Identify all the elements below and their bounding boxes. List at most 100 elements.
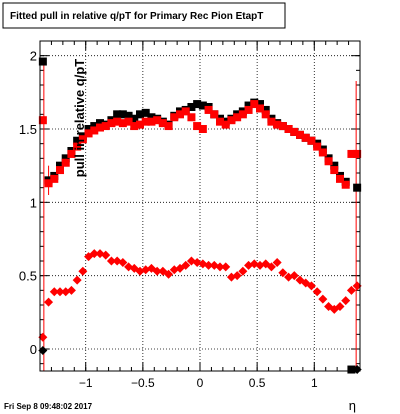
diamond-marker: [306, 281, 316, 291]
x-axis-label: η: [349, 398, 356, 413]
plot-frame: [39, 40, 361, 372]
diamond-marker: [272, 257, 282, 267]
square-marker: [193, 122, 202, 131]
square-marker: [141, 108, 150, 117]
square-marker: [38, 57, 47, 66]
square-marker: [261, 110, 270, 119]
square-marker: [96, 123, 104, 132]
square-marker: [73, 136, 82, 145]
square-marker: [158, 119, 167, 128]
square-marker: [96, 119, 104, 128]
diamond-marker: [164, 269, 174, 279]
diamond-marker: [266, 262, 276, 272]
square-marker: [113, 117, 122, 126]
square-marker: [50, 174, 59, 183]
diamond-marker: [312, 287, 322, 297]
diamond-marker: [89, 249, 99, 259]
square-marker: [84, 125, 93, 133]
square-marker: [78, 135, 87, 144]
y-tick-label: 2: [30, 49, 37, 64]
square-marker: [284, 125, 293, 133]
square-marker: [113, 110, 122, 119]
square-marker: [170, 113, 179, 122]
diamond-marker: [238, 266, 248, 276]
diamond-marker: [352, 365, 362, 375]
square-marker: [198, 125, 207, 133]
square-marker: [353, 149, 362, 158]
square-marker: [204, 105, 213, 114]
square-marker: [273, 120, 282, 129]
square-marker: [153, 116, 162, 125]
diamond-marker: [232, 271, 242, 281]
square-marker: [84, 129, 93, 138]
square-marker: [318, 148, 327, 157]
chart-title-box: [2, 2, 286, 29]
square-marker: [187, 113, 196, 122]
y-tick-label: 1.5: [19, 122, 37, 137]
square-marker: [124, 117, 133, 126]
diamond-marker: [278, 268, 288, 278]
square-marker: [90, 122, 99, 131]
square-marker: [73, 142, 82, 151]
square-marker: [227, 116, 236, 125]
x-tick-label: 0: [197, 376, 204, 390]
diamond-marker: [66, 285, 76, 295]
diamond-marker: [152, 266, 162, 276]
diamond-marker: [221, 262, 231, 272]
y-tick-label: 0.5: [19, 269, 37, 284]
square-marker: [290, 127, 299, 136]
square-marker: [187, 103, 196, 111]
square-marker: [347, 149, 356, 158]
square-marker: [118, 110, 127, 119]
square-marker: [44, 179, 53, 188]
square-marker: [330, 161, 339, 170]
square-marker: [347, 365, 356, 374]
square-marker: [164, 122, 173, 131]
diamond-marker: [215, 262, 225, 272]
diamond-marker: [289, 271, 299, 281]
square-marker: [336, 174, 344, 183]
y-axis-label: pull in relative q/pT: [72, 59, 87, 178]
square-marker: [147, 117, 156, 126]
square-marker: [56, 166, 64, 175]
square-marker: [216, 117, 224, 126]
chart-title: Fitted pull in relative q/pT for Primary…: [10, 11, 263, 22]
square-marker: [141, 117, 150, 126]
square-marker: [341, 180, 350, 189]
square-marker: [118, 119, 127, 128]
square-marker: [210, 110, 219, 119]
square-marker: [61, 154, 70, 163]
square-marker: [136, 110, 144, 119]
diamond-marker: [38, 345, 48, 355]
square-marker: [313, 142, 322, 151]
diamond-marker: [352, 281, 362, 291]
x-tick-label: 0.5: [249, 376, 266, 390]
square-marker: [256, 104, 264, 113]
square-marker: [278, 122, 287, 131]
square-marker: [61, 158, 70, 167]
square-marker: [296, 130, 304, 139]
diamond-marker: [38, 332, 48, 342]
y-tick-label: 0: [30, 342, 37, 357]
square-marker: [147, 113, 156, 122]
square-marker: [193, 100, 202, 109]
square-marker: [67, 149, 76, 158]
diamond-marker: [101, 250, 111, 260]
square-marker: [181, 107, 190, 116]
square-marker: [130, 114, 139, 123]
diamond-marker: [341, 296, 351, 306]
square-marker: [198, 101, 207, 110]
diamond-marker: [181, 260, 191, 270]
diamond-marker: [55, 287, 65, 297]
square-marker: [261, 105, 270, 114]
square-marker: [130, 122, 139, 131]
square-marker: [301, 133, 310, 142]
square-marker: [221, 120, 230, 129]
square-marker: [353, 183, 362, 192]
diamond-marker: [346, 285, 356, 295]
square-marker: [107, 119, 116, 128]
diamond-marker: [72, 275, 82, 285]
square-marker: [176, 110, 184, 119]
x-tick-label: −0.5: [131, 376, 155, 390]
